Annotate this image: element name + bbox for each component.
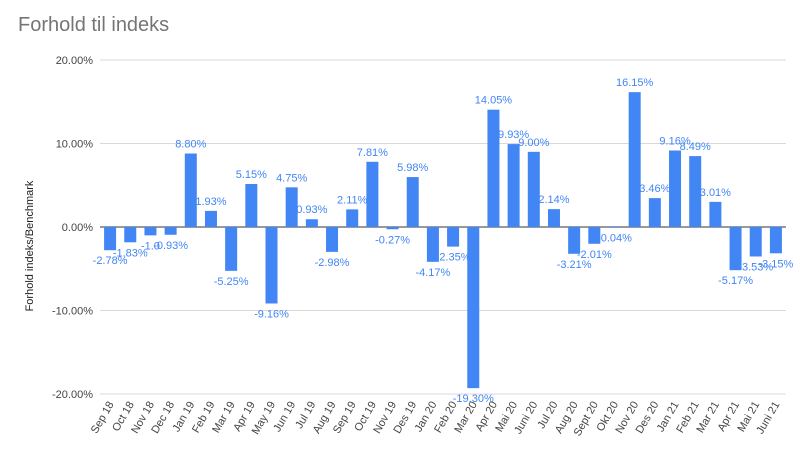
y-tick-label: 0.00% bbox=[62, 222, 93, 234]
bar-mar-19 bbox=[225, 227, 238, 271]
bar-mai-20 bbox=[507, 144, 520, 227]
data-label: -5.17% bbox=[718, 275, 753, 287]
bar-apr-21 bbox=[729, 227, 742, 271]
data-label: 9.00% bbox=[518, 137, 549, 149]
bar-nov-19 bbox=[386, 227, 399, 230]
bar-sept-20 bbox=[588, 227, 601, 244]
data-label: 1.93% bbox=[195, 196, 226, 208]
data-label: 7.81% bbox=[357, 147, 388, 159]
bar-jun-19 bbox=[285, 187, 298, 227]
bar-feb-19 bbox=[204, 210, 217, 227]
bar-okt-20 bbox=[608, 227, 621, 228]
bar-des-20 bbox=[648, 198, 661, 227]
data-label: 9.16% bbox=[659, 136, 690, 148]
y-axis-label: Forhold indeks/Benchmark bbox=[24, 180, 36, 311]
y-tick-label: 20.00% bbox=[56, 55, 94, 67]
data-label: -4.17% bbox=[415, 267, 450, 279]
bar-dec-18 bbox=[164, 227, 177, 235]
bar-jan-19 bbox=[184, 153, 197, 227]
data-label: 14.05% bbox=[475, 95, 513, 107]
data-label: 8.49% bbox=[680, 141, 711, 153]
data-labels: -2.78%-1.83%-1.0-0.93% 8.80% 1.93% -5.25% 5.… bbox=[93, 77, 794, 405]
x-tick-label: Sep 18 bbox=[89, 400, 117, 436]
bar-nov-20 bbox=[628, 92, 641, 228]
bar-oct-19 bbox=[366, 161, 379, 227]
bar-jul-20 bbox=[547, 209, 560, 227]
data-label: -0.93% bbox=[153, 240, 188, 252]
data-label: 2.14% bbox=[538, 194, 569, 206]
bars bbox=[104, 92, 782, 389]
data-label: -5.25% bbox=[214, 276, 249, 288]
data-label: -19.30% bbox=[453, 393, 494, 405]
data-label: -2.98% bbox=[315, 257, 350, 269]
bar-juni-21 bbox=[769, 227, 782, 254]
chart-title: Forhold til indeks bbox=[18, 14, 170, 36]
data-label: 0.93% bbox=[296, 204, 327, 216]
data-label: 3.46% bbox=[639, 183, 670, 195]
data-label: -1.83% bbox=[113, 247, 148, 259]
data-label: -0.27% bbox=[375, 234, 410, 246]
data-label: 16.15% bbox=[616, 77, 654, 89]
data-label: 8.80% bbox=[175, 139, 206, 151]
bar-nov-18 bbox=[144, 227, 157, 236]
data-label: -9.16% bbox=[254, 308, 289, 320]
data-label: -2.01% bbox=[577, 249, 612, 261]
bar-apr-19 bbox=[245, 183, 258, 227]
data-label: -3.53% bbox=[738, 261, 773, 273]
bar-may-19 bbox=[265, 227, 278, 304]
bar-feb-21 bbox=[689, 156, 702, 227]
bar-sep-19 bbox=[346, 209, 359, 227]
data-label: 5.15% bbox=[236, 169, 267, 181]
data-label: -1.0 bbox=[141, 240, 160, 252]
y-tick-label: -20.00% bbox=[52, 389, 93, 401]
data-label: -3.15% bbox=[758, 258, 793, 270]
bar-oct-18 bbox=[124, 227, 137, 243]
bar-jan-20 bbox=[426, 227, 439, 262]
data-label: -2.35% bbox=[436, 252, 471, 264]
bar-mar-21 bbox=[709, 201, 722, 227]
bar-mai-21 bbox=[749, 227, 762, 257]
bar-aug-20 bbox=[568, 227, 581, 254]
data-label: 2.11% bbox=[337, 194, 368, 206]
bar-sep-18 bbox=[104, 227, 117, 251]
data-label: 5.98% bbox=[397, 162, 428, 174]
y-tick-label: 10.00% bbox=[56, 139, 94, 151]
bar-apr-20 bbox=[487, 109, 500, 227]
data-label: 9.93% bbox=[498, 129, 529, 141]
y-axis-ticks: -20.00% -10.00% 0.00% 10.00% 20.00% bbox=[52, 55, 93, 401]
data-label: 3.01% bbox=[700, 187, 731, 199]
data-label: -3.21% bbox=[557, 259, 592, 271]
bar-aug-19 bbox=[326, 227, 339, 252]
bar-feb-20 bbox=[447, 227, 460, 247]
bar-des-19 bbox=[406, 177, 419, 227]
data-label: -2.78% bbox=[93, 255, 128, 267]
bar-jul-19 bbox=[305, 219, 318, 227]
bar-jan-21 bbox=[669, 150, 682, 227]
data-label: 4.75% bbox=[276, 172, 307, 184]
gridlines bbox=[100, 59, 786, 395]
data-label: -0.04% bbox=[597, 232, 632, 244]
bar-mar-20 bbox=[467, 227, 480, 389]
bar-juni-20 bbox=[527, 151, 540, 227]
y-tick-label: -10.00% bbox=[52, 306, 93, 318]
